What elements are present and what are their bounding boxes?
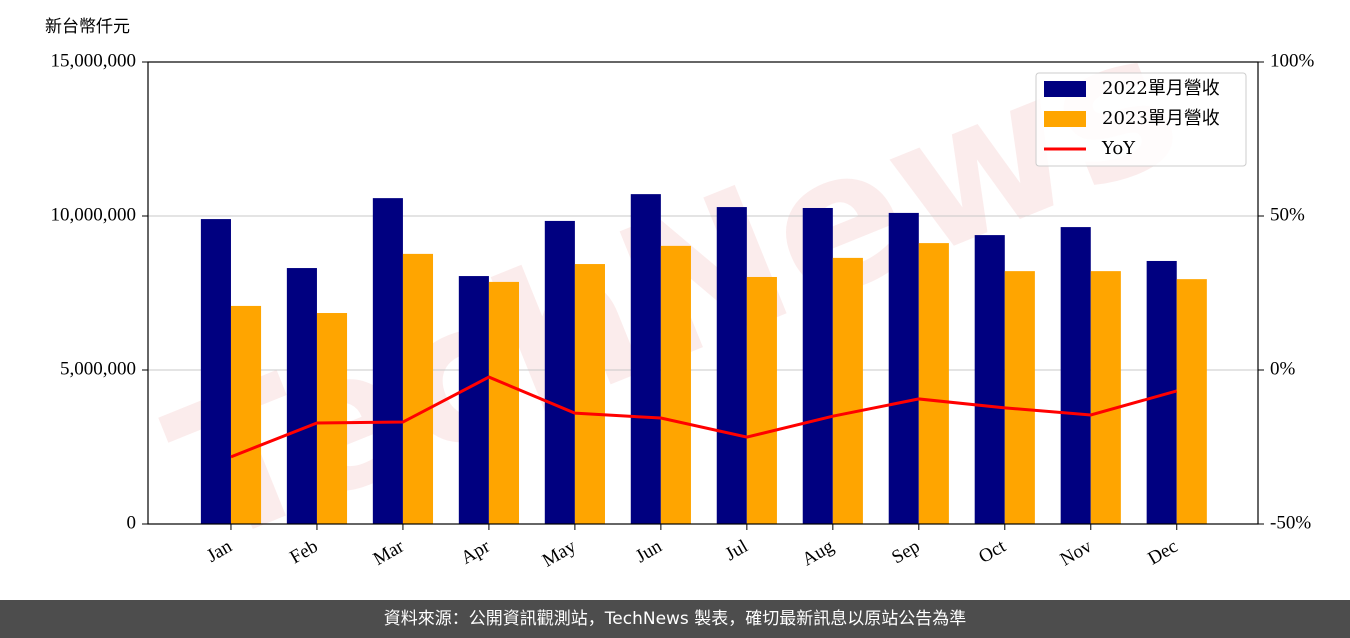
bar: [1090, 271, 1121, 524]
x-tick-label: Jul: [722, 536, 752, 565]
bar: [1060, 227, 1091, 524]
bar: [974, 235, 1005, 524]
footer: 資料來源：公開資訊觀測站，TechNews 製表，確切最新訊息以原站公告為準: [0, 600, 1350, 638]
bar: [660, 245, 691, 524]
bar: [544, 220, 575, 525]
bar: [918, 243, 949, 524]
bar: [716, 207, 747, 524]
legend-swatch: [1044, 81, 1086, 97]
bar: [316, 313, 348, 524]
y-tick-label: 0: [127, 512, 137, 533]
x-tick-label: Mar: [370, 536, 408, 570]
y-tick-label: 15,000,000: [51, 50, 137, 71]
y-tick-label: 5,000,000: [60, 358, 136, 379]
x-tick-label: May: [539, 536, 580, 572]
bar: [574, 264, 605, 524]
y-tick-label: 10,000,000: [51, 204, 137, 225]
legend-label: 2023單月營收: [1102, 108, 1220, 129]
bar: [286, 268, 317, 524]
y2-tick-label: 100%: [1270, 50, 1315, 71]
plot-frame: [147, 61, 1259, 525]
bar: [200, 219, 231, 524]
legend-label: 2022單月營收: [1102, 78, 1220, 99]
bar: [372, 198, 403, 525]
bar: [746, 276, 777, 524]
y2-tick-label: 50%: [1270, 204, 1305, 225]
bar: [1176, 279, 1207, 524]
y2-tick-label: -50%: [1270, 512, 1311, 533]
bar: [458, 276, 489, 524]
bar: [832, 257, 863, 524]
x-tick-label: Dec: [1144, 536, 1181, 569]
bar: [402, 253, 434, 524]
bar: [802, 207, 833, 524]
bar: [888, 212, 919, 525]
x-tick-label: Oct: [975, 536, 1010, 568]
chart: 新台幣仟元 TechNews 05,000,00010,000,00015,00…: [45, 0, 1315, 588]
bar: [630, 194, 661, 524]
legend-label: YoY: [1101, 138, 1136, 159]
bar: [230, 305, 262, 524]
y2-tick-label: 0%: [1270, 358, 1296, 379]
legend-box: [1035, 72, 1247, 167]
x-tick-label: Nov: [1057, 536, 1096, 571]
x-tick-label: Apr: [457, 536, 494, 569]
bar: [1004, 271, 1035, 524]
x-tick-label: Jun: [632, 536, 666, 568]
x-tick-label: Sep: [888, 536, 923, 568]
y-axis-label: 新台幣仟元: [45, 17, 130, 37]
bar: [488, 281, 520, 524]
legend-swatch: [1044, 111, 1086, 127]
x-tick-label: Aug: [799, 536, 838, 571]
line-series: [230, 375, 1178, 459]
